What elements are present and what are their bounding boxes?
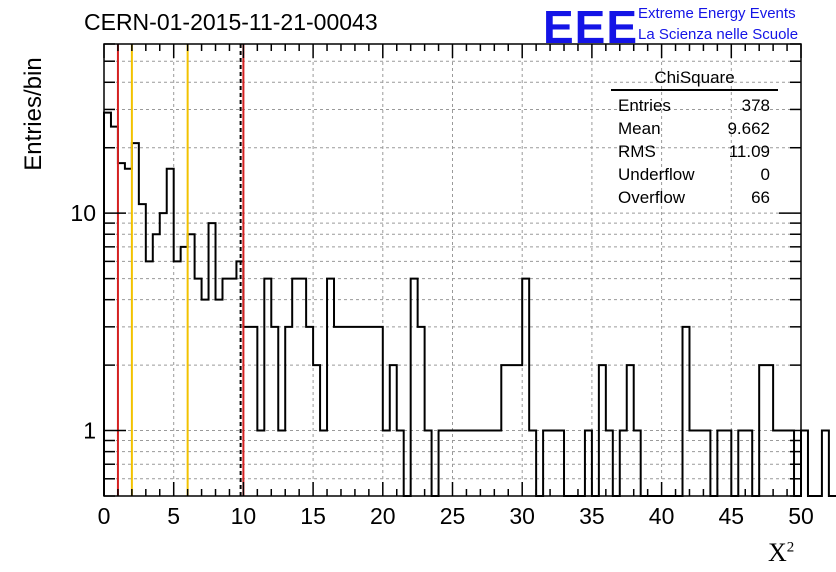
x-tick-label: 50 [788, 503, 814, 529]
x-tick-label: 25 [440, 503, 466, 529]
stats-row: RMS 11.09 [611, 140, 778, 163]
stats-label: Overflow [618, 188, 686, 207]
x-tick-label: 35 [579, 503, 605, 529]
x-tick-label: 15 [300, 503, 326, 529]
stats-value: 66 [751, 188, 770, 207]
stats-value: 9.662 [727, 119, 770, 138]
x-axis-label-base: X [768, 538, 787, 567]
stats-value: 0 [760, 165, 770, 184]
stats-row: Mean 9.662 [611, 117, 778, 140]
y-tick-label: 1 [83, 418, 96, 444]
x-tick-label: 30 [509, 503, 535, 529]
y-tick-label: 10 [70, 200, 96, 226]
chart-title: CERN-01-2015-11-21-00043 [84, 9, 378, 35]
logo-line-1: Extreme Energy Events [638, 5, 796, 22]
x-axis-label: X2 [768, 538, 794, 568]
x-tick-label: 0 [98, 503, 111, 529]
stats-value: 378 [741, 96, 770, 115]
stats-label: Entries [618, 96, 671, 115]
stats-label: Underflow [618, 165, 695, 184]
x-tick-label: 5 [167, 503, 180, 529]
stats-box: ChiSquare Entries 378 Mean 9.662 RMS 11.09 … [611, 68, 778, 209]
stats-label: RMS [618, 142, 656, 161]
x-tick-label: 40 [649, 503, 675, 529]
x-tick-label: 45 [719, 503, 745, 529]
logo-line-2: La Scienza nelle Scuole [638, 26, 799, 43]
x-axis-label-sup: 2 [786, 539, 795, 556]
x-tick-label: 20 [370, 503, 396, 529]
x-tick-label: 10 [231, 503, 257, 529]
stats-title: ChiSquare [611, 68, 778, 91]
stats-row: Entries 378 [611, 94, 778, 117]
stats-value: 11.09 [728, 142, 770, 161]
stats-row: Overflow 66 [611, 186, 778, 209]
stats-label: Mean [618, 119, 661, 138]
stats-row: Underflow 0 [611, 163, 778, 186]
